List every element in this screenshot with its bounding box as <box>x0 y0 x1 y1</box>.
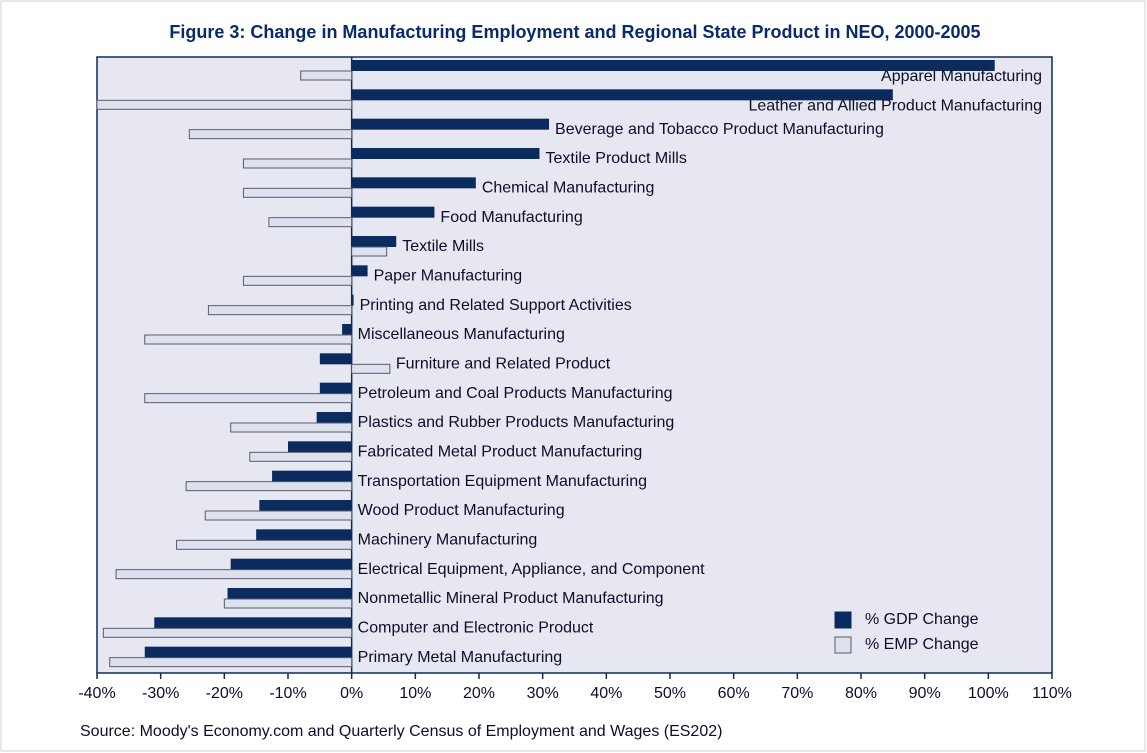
gdp-bar <box>288 441 352 453</box>
x-tick-label: -20% <box>206 685 243 702</box>
x-tick-label: 80% <box>845 685 877 702</box>
gdp-bar <box>351 89 893 101</box>
x-tick-label: 60% <box>718 685 750 702</box>
emp-bar <box>268 217 353 228</box>
x-tick-label: -40% <box>78 685 115 702</box>
gdp-bar <box>316 412 352 423</box>
x-tick-label: -30% <box>142 685 179 702</box>
gdp-bar <box>351 206 435 218</box>
emp-bar <box>300 70 353 81</box>
x-tick-label: 50% <box>654 685 686 702</box>
category-label: Petroleum and Coal Products Manufacturin… <box>358 385 673 402</box>
gdp-bar <box>351 294 354 306</box>
legend-label: % GDP Change <box>865 611 979 628</box>
emp-bar <box>185 481 353 492</box>
gdp-bar <box>230 558 352 570</box>
category-label: Paper Manufacturing <box>374 268 523 285</box>
x-tick-label: 70% <box>781 685 813 702</box>
emp-bar <box>144 393 353 404</box>
emp-bar <box>207 305 353 316</box>
legend-label: % EMP Change <box>865 636 979 653</box>
emp-bar <box>242 187 353 198</box>
emp-bar <box>176 539 353 550</box>
emp-bar <box>249 451 353 462</box>
emp-bar <box>144 334 353 345</box>
category-label: Food Manufacturing <box>440 209 582 226</box>
emp-bar <box>102 627 353 638</box>
gdp-bar <box>351 60 995 71</box>
emp-bar <box>96 99 353 110</box>
x-tick-label: -10% <box>269 685 306 702</box>
category-label: Plastics and Rubber Products Manufacturi… <box>358 414 675 431</box>
emp-bar <box>109 657 353 668</box>
gdp-bar <box>342 324 352 335</box>
gdp-bar <box>351 118 550 130</box>
legend-swatch <box>834 611 852 629</box>
category-label: Textile Product Mills <box>545 150 686 167</box>
x-tick-label: 0% <box>340 685 363 702</box>
x-tick-label: 90% <box>909 685 941 702</box>
gdp-bar <box>319 353 352 365</box>
legend-swatch <box>834 636 852 654</box>
emp-bar <box>242 275 353 286</box>
gdp-bar <box>319 382 352 394</box>
gdp-bar <box>351 236 397 247</box>
gdp-bar <box>351 177 476 189</box>
emp-bar <box>351 246 388 257</box>
emp-bar <box>230 422 353 433</box>
gdp-bar <box>351 148 540 159</box>
x-tick-label: 110% <box>1032 685 1072 702</box>
category-label: Fabricated Metal Product Manufacturing <box>358 444 643 461</box>
category-label: Primary Metal Manufacturing <box>358 649 563 666</box>
source-note: Source: Moody's Economy.com and Quarterl… <box>80 723 722 740</box>
emp-bar <box>242 158 353 169</box>
category-label: Wood Product Manufacturing <box>358 502 565 519</box>
emp-bar <box>351 363 391 374</box>
category-label: Transportation Equipment Manufacturing <box>358 473 647 490</box>
x-tick-label: 100% <box>968 685 1009 702</box>
gdp-bar <box>272 470 352 482</box>
gdp-bar <box>259 500 352 511</box>
category-label: Beverage and Tobacco Product Manufacturi… <box>555 121 884 138</box>
gdp-bar <box>256 529 352 541</box>
x-tick-label: 10% <box>399 685 431 702</box>
category-label: Textile Mills <box>402 238 484 255</box>
gdp-bar <box>144 646 352 658</box>
category-label: Apparel Manufacturing <box>881 68 1042 85</box>
gdp-bar <box>351 265 368 277</box>
category-label: Printing and Related Support Activities <box>360 297 632 314</box>
chart-title: Figure 3: Change in Manufacturing Employ… <box>169 22 980 42</box>
x-tick-label: 20% <box>463 685 495 702</box>
category-label: Chemical Manufacturing <box>482 180 655 197</box>
x-tick-label: 30% <box>527 685 559 702</box>
category-label: Electrical Equipment, Appliance, and Com… <box>358 561 705 578</box>
emp-bar <box>204 510 353 521</box>
category-label: Nonmetallic Mineral Product Manufacturin… <box>358 590 664 607</box>
emp-bar <box>188 129 353 140</box>
gdp-bar <box>154 617 352 629</box>
category-label: Machinery Manufacturing <box>358 532 538 549</box>
x-tick-label: 40% <box>590 685 622 702</box>
category-label: Computer and Electronic Product <box>358 620 594 637</box>
emp-bar <box>115 569 353 580</box>
category-label: Furniture and Related Product <box>396 356 611 373</box>
emp-bar <box>223 598 353 609</box>
category-label: Miscellaneous Manufacturing <box>358 326 565 343</box>
category-label: Leather and Allied Product Manufacturing <box>748 98 1042 115</box>
gdp-bar <box>227 588 352 599</box>
